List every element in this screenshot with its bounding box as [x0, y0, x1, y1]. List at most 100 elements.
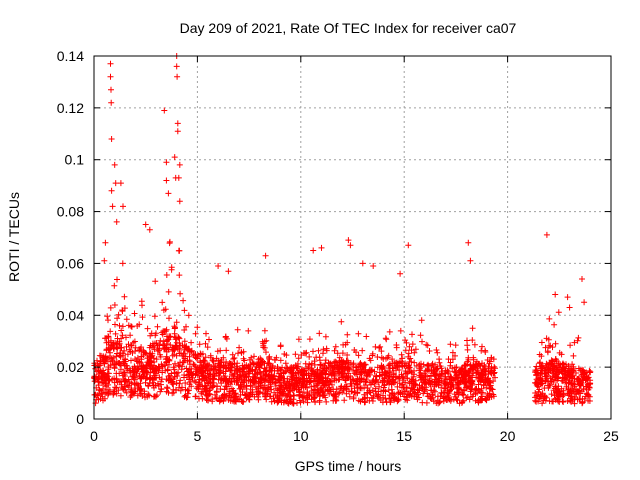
data-point: [401, 388, 408, 395]
data-point: [276, 377, 283, 384]
data-point: [177, 290, 184, 297]
data-point: [323, 345, 330, 352]
data-point: [465, 239, 472, 246]
data-point: [383, 355, 389, 362]
data-point: [553, 389, 560, 396]
data-point: [133, 370, 140, 377]
data-point: [128, 323, 135, 330]
data-point: [163, 272, 170, 278]
data-point: [252, 375, 259, 382]
data-point: [411, 371, 417, 378]
data-point: [322, 333, 329, 340]
data-point: [387, 368, 394, 375]
data-point: [227, 360, 234, 367]
data-point: [535, 388, 542, 395]
data-point: [159, 331, 166, 338]
data-point: [439, 368, 446, 375]
data-point: [488, 364, 495, 371]
data-point: [318, 384, 325, 391]
data-point: [193, 368, 200, 375]
data-point: [454, 385, 461, 392]
data-point: [305, 370, 312, 377]
data-point: [376, 344, 383, 351]
data-point: [542, 397, 549, 404]
data-point: [537, 359, 544, 366]
data-point: [163, 177, 170, 184]
data-point: [195, 372, 202, 379]
data-point: [262, 368, 269, 374]
data-point: [165, 377, 172, 384]
data-point: [105, 381, 112, 388]
data-point: [354, 368, 361, 375]
y-axis-label: ROTI / TECUs: [6, 192, 22, 282]
data-point: [581, 299, 588, 306]
data-point: [157, 337, 164, 344]
data-point: [561, 375, 568, 382]
data-point: [182, 380, 189, 386]
data-point: [402, 347, 409, 354]
data-point: [269, 362, 276, 369]
data-point: [245, 370, 251, 377]
data-point: [459, 391, 466, 398]
data-point: [280, 370, 287, 377]
data-point: [225, 268, 232, 275]
data-point: [215, 376, 222, 383]
data-point: [575, 365, 582, 372]
data-point: [163, 340, 170, 347]
data-point: [344, 364, 351, 371]
data-point: [393, 367, 399, 374]
data-point: [184, 346, 191, 353]
data-point: [102, 376, 109, 383]
data-point: [312, 398, 319, 405]
data-point: [366, 367, 373, 374]
data-point: [459, 399, 466, 405]
data-point: [566, 379, 573, 386]
data-point: [266, 355, 272, 361]
data-point: [177, 359, 184, 366]
data-point: [447, 341, 454, 348]
data-point: [173, 319, 180, 326]
data-point: [247, 361, 254, 368]
data-point: [289, 399, 296, 406]
data-point: [128, 357, 134, 364]
data-point: [138, 356, 145, 363]
data-point: [257, 374, 264, 381]
data-point: [376, 395, 383, 402]
y-tick-label: 0.04: [57, 307, 84, 323]
data-point: [123, 316, 130, 323]
data-point: [555, 398, 562, 405]
data-point: [310, 378, 317, 385]
data-point: [132, 344, 139, 351]
data-point: [448, 375, 455, 382]
data-point: [326, 360, 333, 367]
data-point: [425, 379, 432, 386]
data-point: [359, 347, 366, 354]
data-point: [397, 358, 404, 365]
data-point: [344, 339, 351, 346]
data-point: [331, 347, 338, 354]
data-point: [380, 377, 387, 384]
data-point: [434, 397, 441, 404]
data-point: [264, 388, 271, 395]
data-point: [552, 340, 559, 347]
data-point: [247, 389, 254, 396]
data-point: [428, 367, 435, 374]
data-point: [214, 348, 221, 355]
data-point: [109, 203, 116, 210]
data-point: [218, 380, 225, 387]
data-point: [134, 323, 141, 329]
data-point: [144, 325, 151, 332]
data-point: [142, 221, 149, 228]
data-point: [218, 357, 225, 363]
data-point: [451, 391, 458, 398]
data-point: [486, 360, 493, 367]
data-point: [464, 346, 471, 353]
data-point: [492, 374, 498, 381]
data-point: [426, 393, 433, 400]
data-point: [213, 388, 220, 395]
data-point: [128, 323, 134, 330]
data-point: [323, 398, 330, 405]
data-point: [188, 339, 195, 346]
data-point: [475, 370, 481, 376]
data-point: [282, 392, 289, 398]
